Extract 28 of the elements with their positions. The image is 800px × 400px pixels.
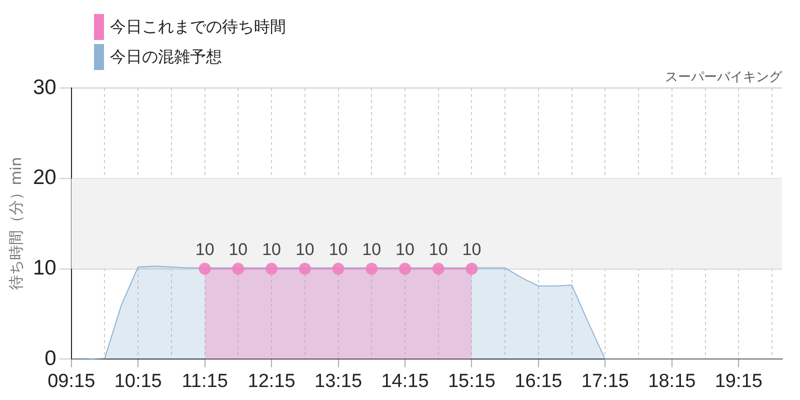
x-tick-label: 09:15: [48, 370, 96, 392]
y-tick-label: 10: [33, 256, 56, 280]
x-tick-label: 19:15: [714, 370, 762, 392]
x-tick-label: 12:15: [248, 370, 296, 392]
data-label: 10: [295, 240, 314, 259]
x-tick-label: 18:15: [648, 370, 696, 392]
data-label: 10: [228, 240, 248, 259]
x-tick-label: 15:15: [448, 370, 496, 392]
data-label: 10: [362, 240, 382, 259]
x-tick-label: 11:15: [182, 370, 228, 392]
data-label: 10: [428, 240, 448, 259]
y-tick-label: 0: [44, 346, 56, 370]
data-label: 10: [328, 240, 348, 259]
x-tick-label: 10:15: [114, 370, 162, 392]
data-label: 10: [195, 240, 214, 259]
y-tick-label: 20: [33, 166, 56, 190]
text: スーパーバイキング: [665, 70, 783, 85]
x-tick-label: 14:15: [381, 370, 429, 392]
data-label: 10: [262, 240, 281, 259]
y-tick-label: 30: [33, 76, 56, 99]
y-axis-title: 待ち時間（分）min: [6, 156, 25, 290]
legend-label: 今日これまでの待ち時間: [110, 16, 286, 38]
legend-label: 今日の混雑予想: [110, 46, 222, 68]
x-tick-label: 16:15: [514, 370, 562, 392]
x-tick-label: 17:15: [581, 370, 629, 392]
data-label: 10: [462, 240, 482, 259]
data-label: 10: [396, 240, 414, 259]
x-tick-label: 13:15: [314, 370, 362, 392]
